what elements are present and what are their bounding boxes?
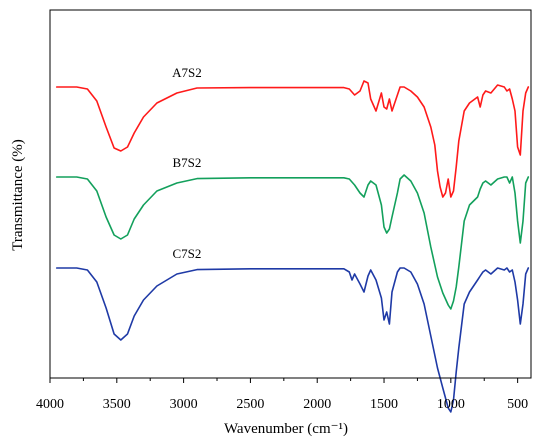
x-tick-label: 2000 xyxy=(303,397,331,412)
series-label: C7S2 xyxy=(172,246,201,261)
x-axis-title: Wavenumber (cm⁻¹) xyxy=(224,421,348,437)
x-tick-label: 1500 xyxy=(370,397,398,412)
plot-frame xyxy=(49,9,532,379)
x-tick-label: 500 xyxy=(507,397,528,412)
series-line-c7s2 xyxy=(55,267,530,413)
series-label: B7S2 xyxy=(172,155,201,170)
series-line-a7s2 xyxy=(55,80,530,198)
series-line-b7s2 xyxy=(55,174,530,310)
x-tick-label: 2500 xyxy=(236,397,264,412)
y-axis-title: Transmittance (%) xyxy=(10,139,26,251)
axes: 4000 3500 3000 2500 2000 1500 1000 500 xyxy=(36,9,532,412)
x-tick-label: 3500 xyxy=(103,397,131,412)
x-tick-label: 4000 xyxy=(36,397,64,412)
x-tick-label: 3000 xyxy=(170,397,198,412)
series-label: A7S2 xyxy=(172,65,202,80)
plot-area: A7S2 B7S2 C7S2 xyxy=(55,65,530,413)
x-tick-label: 1000 xyxy=(437,397,465,412)
